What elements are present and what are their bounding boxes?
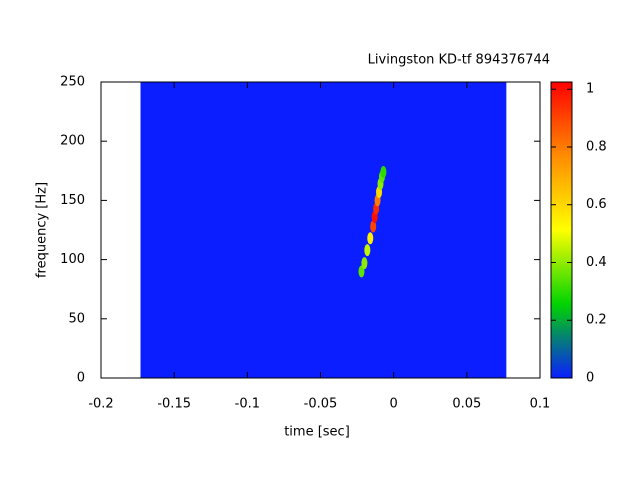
y-axis-label: frequency [Hz] [35, 182, 50, 278]
y-tick-label: 150 [60, 193, 85, 208]
y-tick-label: 0 [77, 371, 85, 386]
track-point [380, 165, 387, 178]
x-tick-label: -0.15 [157, 397, 191, 412]
colorbar-tick-label: 1 [586, 82, 594, 97]
y-tick-label: 50 [68, 311, 85, 326]
x-tick-label: -0.2 [88, 397, 113, 412]
x-tick-label: 0 [390, 397, 398, 412]
y-tick-label: 250 [60, 75, 85, 90]
colorbar-tick-label: 0.4 [586, 255, 607, 270]
x-tick-label: -0.05 [304, 397, 338, 412]
colorbar-tick-label: 0.6 [586, 197, 607, 212]
track-point [361, 257, 368, 270]
y-tick-label: 200 [60, 134, 85, 149]
colorbar [550, 81, 573, 379]
colorbar-tick-label: 0.2 [586, 313, 607, 328]
track-point [370, 220, 377, 233]
spectrogram-image [140, 82, 507, 378]
x-axis-label: time [sec] [284, 425, 350, 440]
y-tick-label: 100 [60, 252, 85, 267]
chart-title: Livingston KD-tf 894376744 [368, 53, 550, 68]
x-tick-label: -0.1 [235, 397, 260, 412]
track-point [358, 265, 365, 278]
track-point [367, 232, 374, 245]
track-point [364, 244, 371, 257]
x-tick-label: 0.1 [530, 397, 551, 412]
x-tick-label: 0.05 [452, 397, 481, 412]
colorbar-tick-label: 0.8 [586, 139, 607, 154]
colorbar-tick-label: 0 [586, 371, 594, 386]
